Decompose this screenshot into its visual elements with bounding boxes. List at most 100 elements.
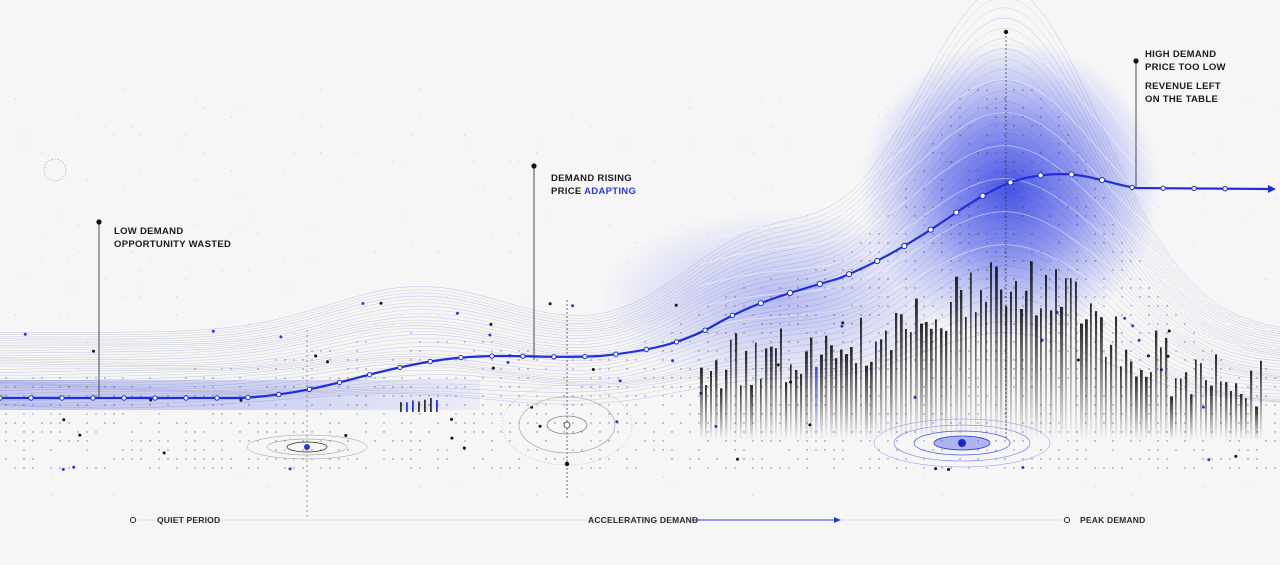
high-demand-title: HIGH DEMAND <box>1145 49 1217 60</box>
grid-dot <box>662 386 664 388</box>
grid-dot <box>113 404 115 406</box>
grid-dot <box>356 458 358 460</box>
demand-bar <box>755 342 757 440</box>
grid-dot <box>23 143 25 145</box>
grid-dot <box>1130 350 1132 352</box>
grid-dot <box>455 422 457 424</box>
demand-bar <box>865 365 869 440</box>
grid-dot <box>491 422 493 424</box>
grid-dot <box>464 341 466 343</box>
grid-dot <box>1103 170 1105 172</box>
grid-dot <box>1148 323 1150 325</box>
grid-dot <box>311 224 313 226</box>
grid-dot <box>1121 467 1123 469</box>
price-point <box>458 354 464 361</box>
grid-dot <box>761 458 763 460</box>
demand-bar <box>935 319 937 440</box>
grid-dot <box>500 413 502 415</box>
grid-dot <box>905 260 907 262</box>
grid-dot <box>1040 296 1042 298</box>
demand-bar <box>995 266 998 440</box>
grid-dot <box>1121 314 1123 316</box>
grid-dot <box>221 440 223 442</box>
demand-bar <box>1170 396 1174 440</box>
accent-dot <box>1076 358 1080 362</box>
grid-dot <box>1013 188 1015 190</box>
grid-dot <box>1022 116 1024 118</box>
grid-dot <box>68 287 70 289</box>
grid-dot <box>1040 458 1042 460</box>
price-point <box>427 358 433 365</box>
price-point <box>0 395 3 401</box>
grid-dot <box>1031 125 1033 127</box>
grid-dot <box>1058 332 1060 334</box>
grid-dot <box>770 332 772 334</box>
grid-dot <box>815 287 817 289</box>
grid-dot <box>1157 305 1159 307</box>
accent-dot <box>1021 466 1025 469</box>
grid-dot <box>266 413 268 415</box>
grid-dot <box>41 233 43 235</box>
grid-dot <box>833 323 835 325</box>
grid-dot <box>842 341 844 343</box>
grid-dot <box>437 386 439 388</box>
grid-dot <box>923 305 925 307</box>
grid-dot <box>887 260 889 262</box>
price-point <box>183 395 189 401</box>
grid-dot <box>878 368 880 370</box>
grid-dot <box>977 233 979 235</box>
grid-dot <box>464 449 466 451</box>
accent-dot <box>538 424 542 428</box>
grid-dot <box>68 260 70 262</box>
grid-dot <box>959 188 961 190</box>
demand-bar <box>770 346 773 440</box>
grid-dot <box>1076 269 1078 271</box>
grid-dot <box>140 422 142 424</box>
grid-dot <box>887 413 889 415</box>
grid-dot <box>1076 179 1078 181</box>
grid-dot <box>860 440 862 442</box>
grid-dot <box>986 269 988 271</box>
wave-highlight <box>699 211 1277 331</box>
grid-dot <box>1247 404 1249 406</box>
grid-dot <box>464 377 466 379</box>
grid-dot <box>536 359 538 361</box>
demand-bar <box>915 298 918 440</box>
grid-dot <box>194 395 196 397</box>
grid-dot <box>275 368 277 370</box>
grid-dot <box>878 395 880 397</box>
grid-dot <box>419 377 421 379</box>
grid-dot <box>266 485 268 487</box>
grid-dot <box>482 341 484 343</box>
grid-dot <box>1193 467 1195 469</box>
grid-dot <box>923 476 925 478</box>
accent-dot <box>326 360 329 364</box>
grid-dot <box>617 413 619 415</box>
grid-dot <box>275 377 277 379</box>
grid-dot <box>1040 449 1042 451</box>
grid-dot <box>41 377 43 379</box>
grid-dot <box>689 386 691 388</box>
grid-dot <box>968 224 970 226</box>
grid-dot <box>968 278 970 280</box>
grid-dot <box>1013 440 1015 442</box>
price-point <box>366 372 373 378</box>
grid-dot <box>536 404 538 406</box>
grid-dot <box>1004 296 1006 298</box>
grid-dot <box>455 314 457 316</box>
grid-dot <box>266 431 268 433</box>
grid-dot <box>221 458 223 460</box>
grid-dot <box>50 422 52 424</box>
grid-dot <box>671 395 673 397</box>
grid-dot <box>1130 494 1132 496</box>
grid-dot <box>338 377 340 379</box>
demand-rising-marker <box>531 163 537 169</box>
grid-dot <box>1193 359 1195 361</box>
grid-dot <box>581 431 583 433</box>
grid-dot <box>122 188 124 190</box>
grid-dot <box>329 467 331 469</box>
grid-dot <box>284 170 286 172</box>
grid-dot <box>23 422 25 424</box>
grid-dot <box>986 467 988 469</box>
grid-dot <box>626 422 628 424</box>
